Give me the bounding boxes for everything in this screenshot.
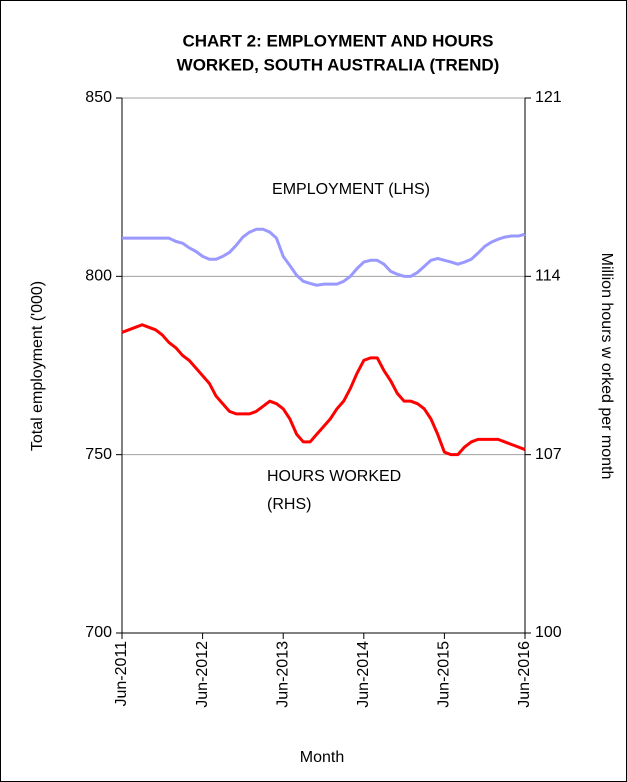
chart-title: CHART 2: EMPLOYMENT AND HOURS	[182, 31, 493, 50]
y-tick-label: 750	[85, 446, 112, 463]
annotation: EMPLOYMENT (LHS)	[272, 181, 430, 198]
x-tick-label: Jun-2012	[194, 641, 211, 708]
y-tick-label: 800	[85, 268, 112, 285]
y2-tick-label: 100	[535, 624, 562, 641]
annotation: (RHS)	[267, 496, 311, 513]
x-tick-label: Jun-2011	[113, 641, 130, 707]
chart-title: WORKED, SOUTH AUSTRALIA (TREND)	[177, 55, 500, 74]
x-tick-label: Jun-2014	[355, 641, 372, 708]
annotation: HOURS WORKED	[267, 468, 401, 485]
x-tick-label: Jun-2015	[436, 641, 453, 708]
y-axis-label: Total employment ('000)	[29, 281, 46, 451]
y2-tick-label: 121	[535, 89, 562, 106]
y2-tick-label: 107	[535, 446, 562, 463]
y2-axis-label: Million hours w orked per month	[598, 253, 615, 480]
series-line	[121, 323, 526, 457]
y2-tick-label: 114	[535, 268, 561, 285]
x-axis-label: Month	[300, 749, 344, 766]
x-tick-label: Jun-2013	[274, 641, 291, 708]
y-tick-label: 700	[85, 624, 112, 641]
series-line	[122, 227, 526, 287]
y-tick-label: 850	[85, 89, 112, 106]
x-tick-label: Jun-2016	[516, 641, 533, 708]
